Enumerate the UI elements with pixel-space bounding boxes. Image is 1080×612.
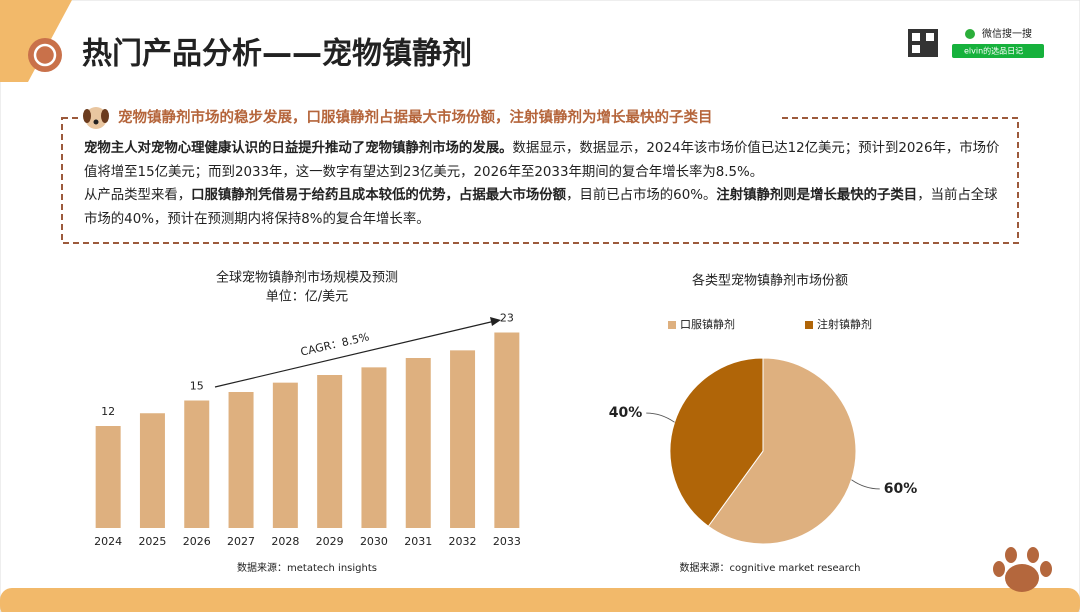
heading-backdrop: [78, 104, 782, 132]
text: ，当前占全球市场的40%，预计在预测期内将保持8%的复合年增长率。: [84, 188, 998, 227]
wechat-icon: [965, 29, 975, 39]
legend-label: 注射镇静剂: [817, 317, 872, 331]
bar: [95, 426, 121, 528]
x-tick-label: 2029: [316, 535, 344, 548]
data-label: 23: [500, 312, 514, 325]
x-tick-label: 2025: [138, 535, 166, 548]
dog-icon: [83, 109, 91, 123]
x-tick-label: 2030: [360, 535, 388, 548]
annotation-arrow: [214, 320, 496, 388]
paw-icon: [993, 547, 1052, 592]
wechat-search: [952, 44, 1044, 58]
pie-slice: [707, 357, 857, 545]
paragraph: 宠物主人对宠物心理健康认识的日益提升推动了宠物镇静剂市场的发展。数据显示，数据显…: [84, 137, 1008, 184]
x-tick-label: 2024: [94, 535, 122, 548]
bar: [317, 375, 343, 528]
bar: [272, 382, 298, 528]
title-icon-ring: [33, 43, 57, 67]
qr-code: [912, 45, 920, 53]
data-label: 12: [101, 405, 115, 418]
legend-swatch: [668, 321, 676, 329]
source: 数据来源：metatech insights: [237, 561, 377, 574]
annotation-arrowhead: [490, 317, 501, 326]
bar: [139, 413, 165, 528]
x-tick-label: 2031: [404, 535, 432, 548]
summary-text: 宠物主人对宠物心理健康认识的日益提升推动了宠物镇静剂市场的发展。数据显示，数据显…: [84, 137, 1008, 231]
bar: [405, 358, 431, 528]
chart-title: 各类型宠物镇静剂市场份额: [692, 273, 848, 289]
title-icon: [28, 38, 62, 72]
x-tick-label: 2026: [183, 535, 211, 548]
chart-title: 全球宠物镇静剂市场规模及预测: [216, 270, 398, 286]
data-label: 40%: [609, 405, 643, 421]
dog-icon: [101, 109, 109, 123]
paragraph: 从产品类型来看，口服镇静剂凭借易于给药且成本较低的优势，占据最大市场份额，目前已…: [84, 184, 1008, 231]
dog-icon: [93, 119, 99, 125]
legend-label: 口服镇静剂: [680, 317, 735, 331]
bold-text: 注射镇静剂则是增长最快的子类目: [716, 188, 918, 203]
x-tick-label: 2032: [449, 535, 477, 548]
text: 数据显示，数据显示，2024年该市场价值已达12亿美元；预计到2026年，市场价…: [84, 141, 1000, 180]
leader-line: [851, 479, 880, 490]
legend-swatch: [805, 321, 813, 329]
footer-band: [0, 588, 1080, 612]
summary-heading: 宠物镇静剂市场的稳步发展，口服镇静剂占据最大市场份额，注射镇静剂为增长最快的子类…: [118, 108, 713, 126]
bar: [228, 392, 254, 528]
dog-icon: [85, 107, 107, 129]
slide-title: 热门产品分析——宠物镇静剂: [82, 37, 472, 72]
x-tick-label: 2033: [493, 535, 521, 548]
wechat-search-text: elvin的选品日记: [964, 46, 1023, 56]
bar: [450, 350, 476, 528]
x-tick-label: 2027: [227, 535, 255, 548]
qr-code: [912, 33, 920, 41]
bold-text: 宠物主人对宠物心理健康认识的日益提升推动了宠物镇静剂市场的发展。: [84, 141, 513, 156]
leader-line: [646, 412, 675, 423]
bar: [494, 332, 520, 528]
text: ，目前已占市场的60%。: [566, 188, 717, 203]
chart-subtitle: 单位：亿/美元: [266, 290, 348, 305]
wechat-label: 微信搜一搜: [982, 27, 1032, 40]
x-tick-label: 2028: [271, 535, 299, 548]
bar: [184, 400, 210, 528]
data-label: 15: [190, 380, 204, 393]
qr-code: [926, 33, 934, 41]
source: 数据来源：cognitive market research: [680, 561, 861, 574]
data-label: 60%: [884, 481, 918, 497]
text: 从产品类型来看，: [84, 188, 192, 203]
bar: [361, 367, 387, 528]
bold-text: 口服镇静剂凭借易于给药且成本较低的优势，占据最大市场份额: [191, 188, 567, 203]
